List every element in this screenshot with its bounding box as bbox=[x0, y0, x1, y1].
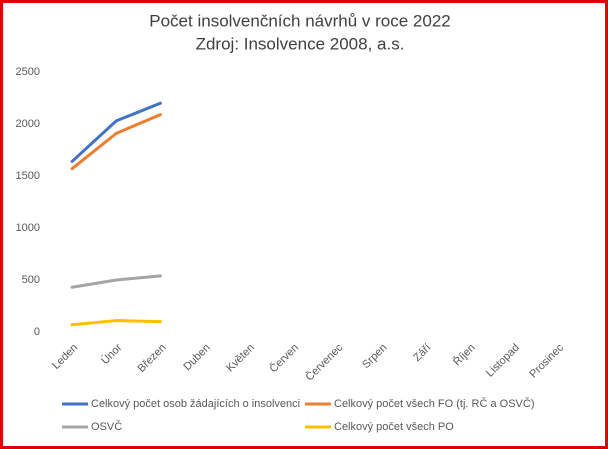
series-line bbox=[70, 319, 162, 327]
legend-label: OSVČ bbox=[91, 420, 122, 433]
y-tick-label: 1000 bbox=[16, 222, 40, 234]
y-tick-label: 2500 bbox=[16, 66, 40, 78]
y-tick-label: 2000 bbox=[16, 118, 40, 130]
legend-label: Celkový počet osob žádajících o insolven… bbox=[91, 398, 300, 410]
legend-label: Celkový počet všech PO bbox=[334, 421, 454, 433]
series-line bbox=[70, 274, 162, 289]
chart-title: Počet insolvenčních návrhů v roce 2022 bbox=[149, 11, 450, 30]
legend-label: Celkový počet všech FO (tj. RČ a OSVČ) bbox=[334, 397, 535, 410]
chart-subtitle: Zdroj: Insolvence 2008, a.s. bbox=[196, 34, 405, 53]
series-line bbox=[70, 113, 162, 171]
y-tick-label: 1500 bbox=[16, 170, 40, 182]
y-tick-label: 500 bbox=[22, 274, 40, 286]
y-tick-label: 0 bbox=[34, 326, 40, 338]
series-line bbox=[70, 101, 162, 163]
